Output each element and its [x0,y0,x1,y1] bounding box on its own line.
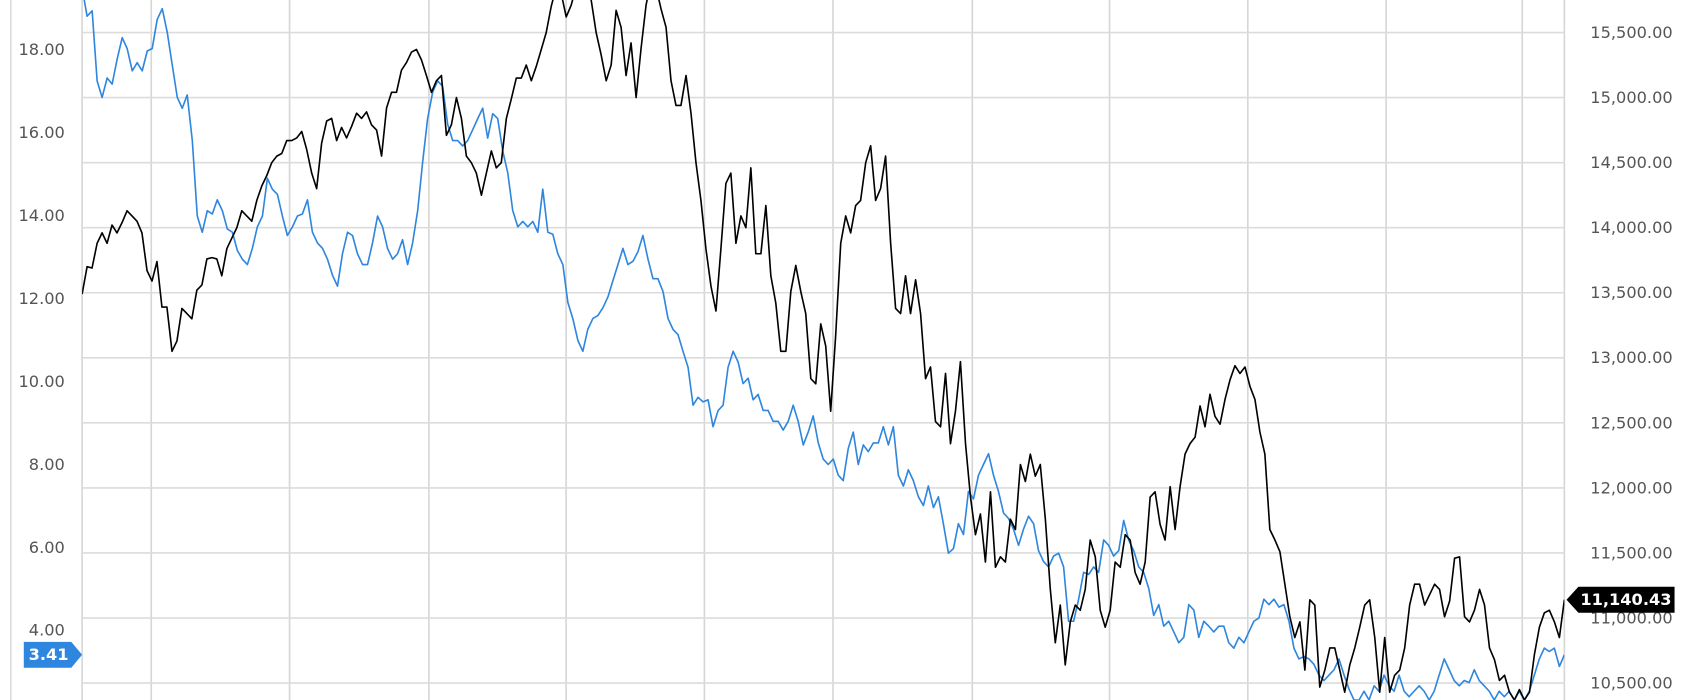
right-axis-tick-label: 15,500.00 [1590,23,1672,42]
right-last-value-label: 11,140.43 [1580,590,1671,609]
right-last-value-tag: 11,140.43 [1566,586,1675,613]
right-axis-tick-label: 12,000.00 [1590,478,1672,497]
right-axis-tick-label: 13,500.00 [1590,283,1672,302]
left-last-value-label: 3.41 [29,645,69,664]
right-axis-tick-label: 13,000.00 [1590,348,1672,367]
left-last-value-tag: 3.41 [23,641,83,668]
right-axis-tick-label: 14,500.00 [1590,153,1672,172]
left-axis-tick-label: 12.00 [18,289,64,308]
right-last-value-tag-shape [1566,586,1675,613]
right-axis-series-line [82,0,1565,700]
left-axis-tick-label: 4.00 [29,621,65,640]
right-axis-tick-label: 11,500.00 [1590,543,1672,562]
right-axis-tick-label: 12,500.00 [1590,413,1672,432]
left-axis-tick-label: 16.00 [18,123,64,142]
left-axis-tick-label: 14.00 [18,206,64,225]
horizontal-gridlines [82,31,1565,684]
left-axis: 4.00 6.00 8.00 10.00 12.00 14.00 16.00 18.00 [18,40,64,640]
left-axis-tick-label: 18.00 [18,40,64,59]
left-axis-tick-label: 6.00 [29,538,65,557]
left-axis-tick-label: 8.00 [29,455,65,474]
left-axis-tick-label: 10.00 [18,372,64,391]
vertical-gridlines [81,0,1566,700]
right-axis-tick-label: 11,000.00 [1590,608,1672,627]
plot-area [82,0,1565,700]
right-axis: 10,500.00 11,000.00 11,500.00 12,000.00 12,5… [1590,23,1672,693]
right-axis-tick-label: 14,000.00 [1590,218,1672,237]
left-axis-series-line [83,0,1565,700]
left-last-value-tag-shape [23,641,83,668]
right-axis-tick-label: 10,500.00 [1590,673,1672,692]
right-axis-tick-label: 15,000.00 [1590,88,1672,107]
